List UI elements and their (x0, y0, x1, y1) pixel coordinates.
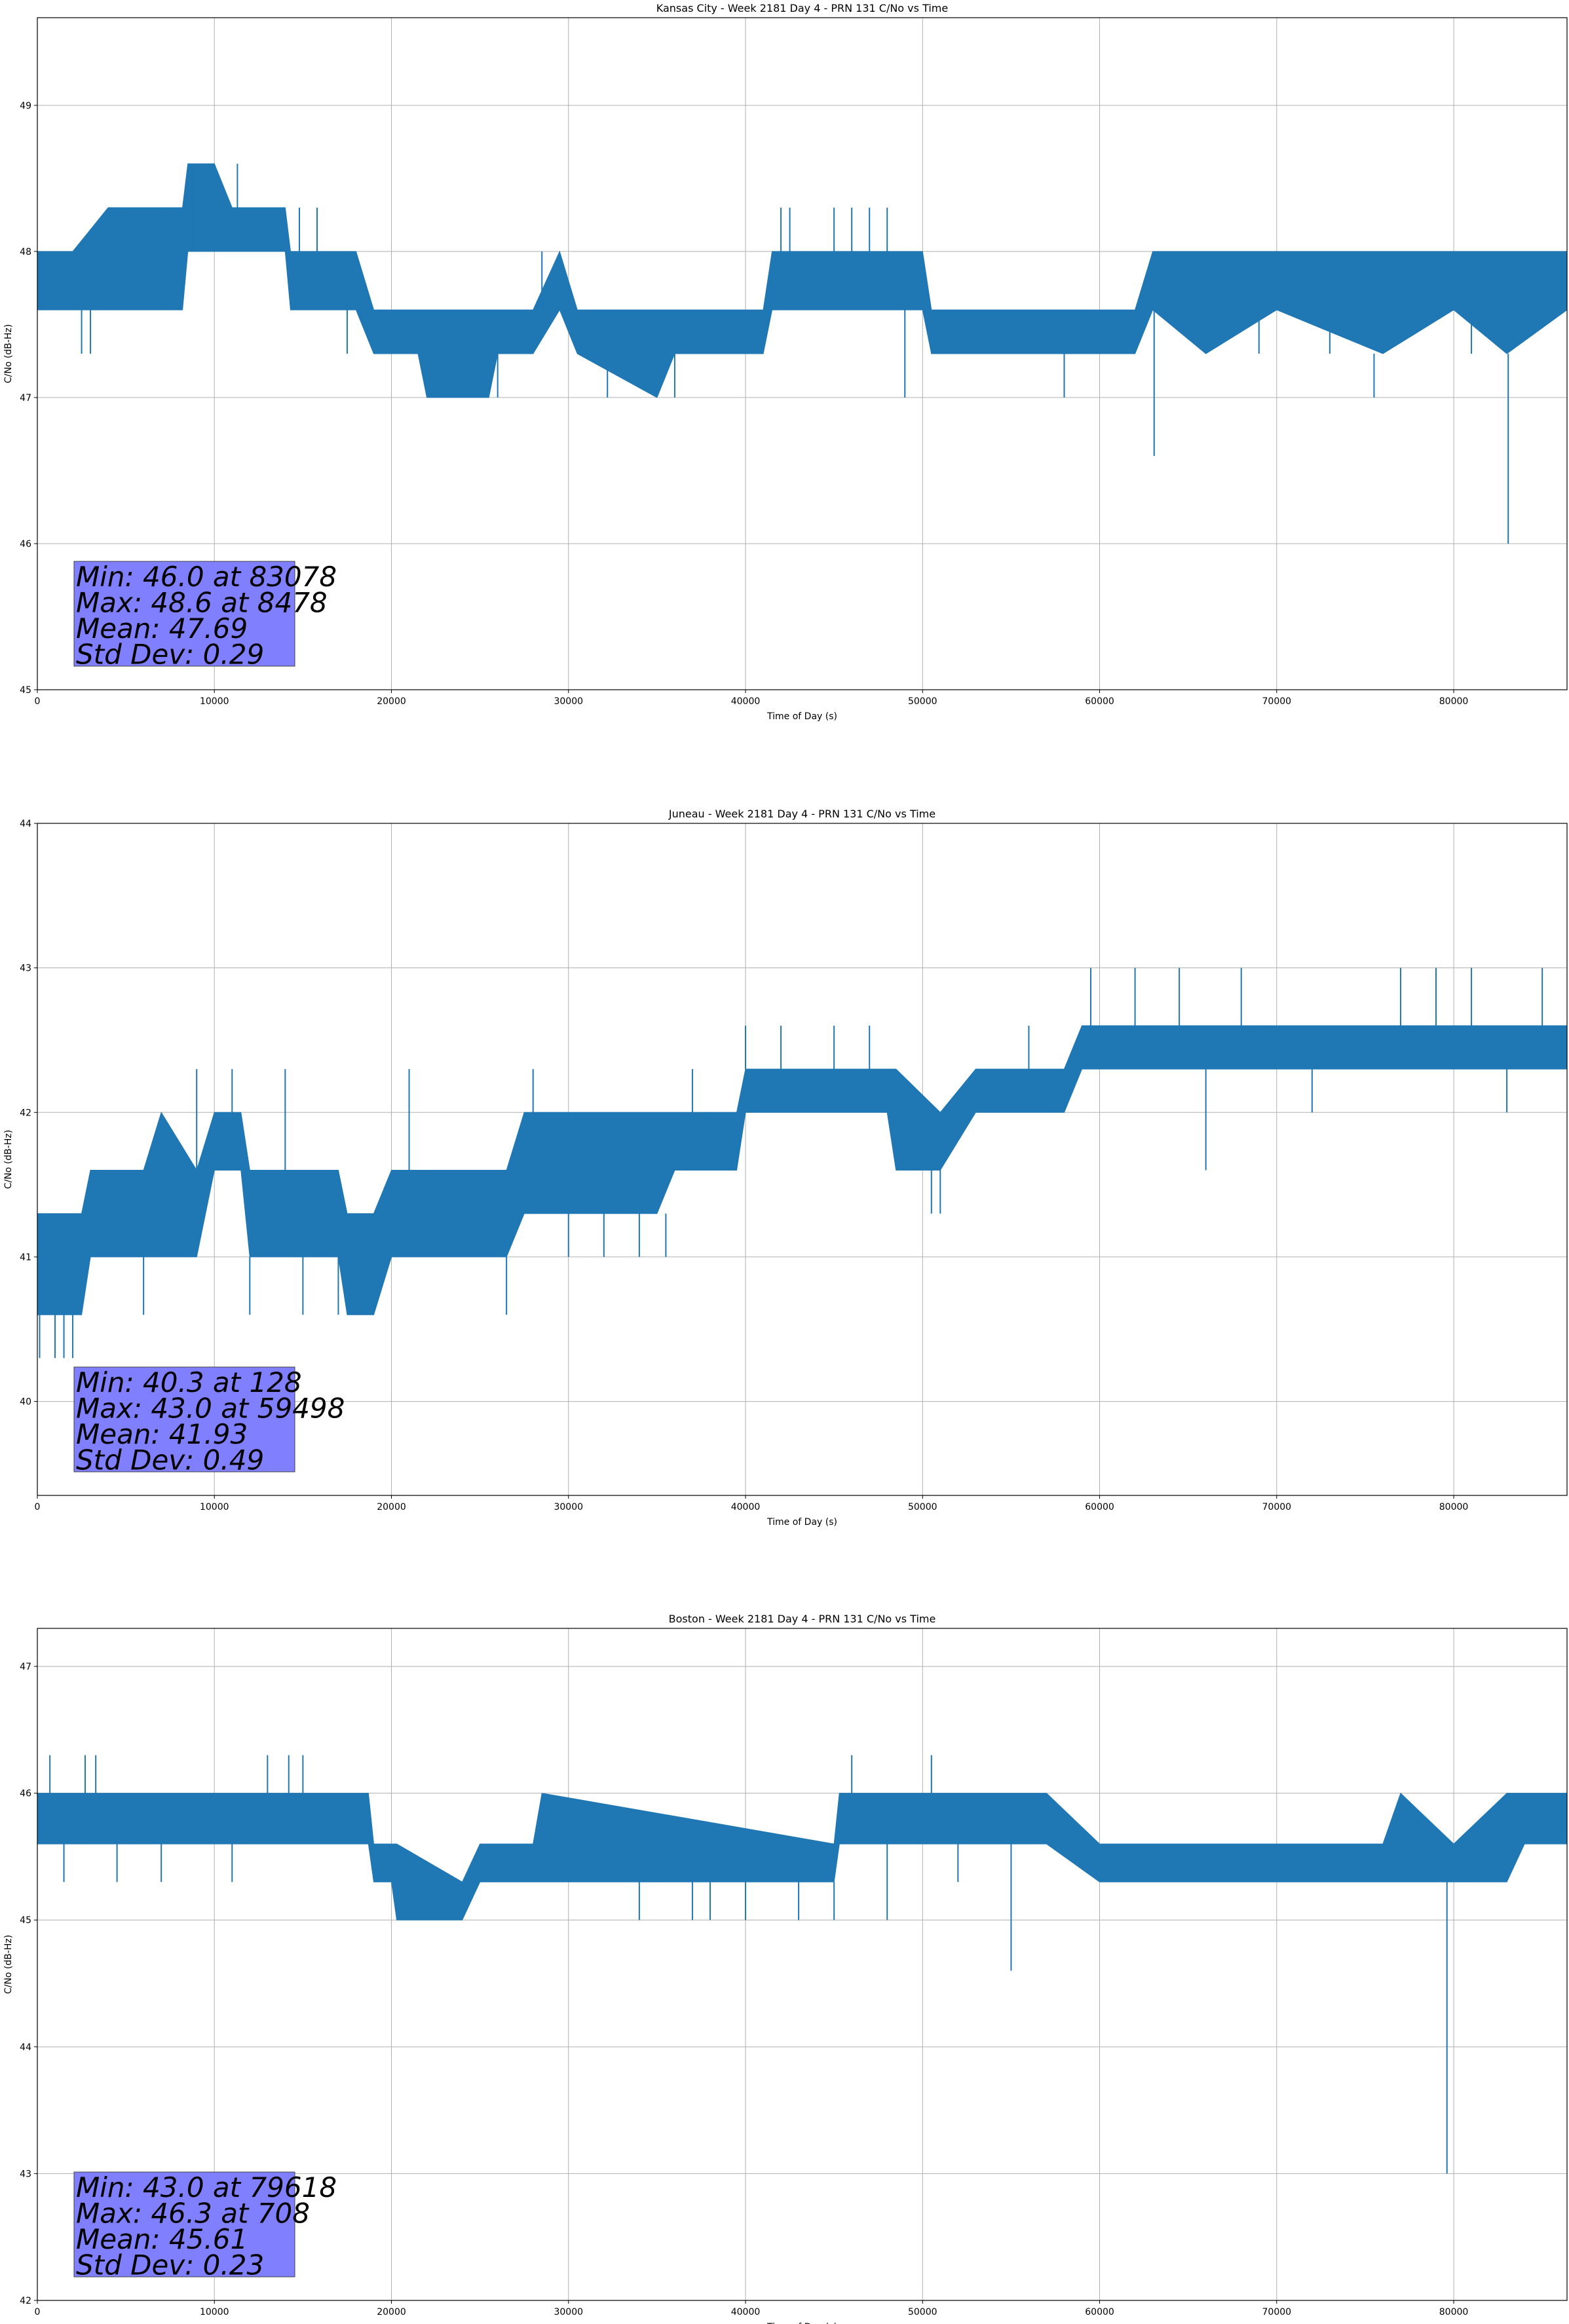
x-tick-label: 50000 (908, 1502, 937, 1512)
x-tick-label: 10000 (200, 1502, 229, 1512)
x-tick-label: 70000 (1262, 696, 1292, 707)
stats-line: Std Dev: 0.49 (76, 1444, 264, 1476)
y-tick-label: 48 (20, 247, 31, 257)
y-tick-label: 45 (20, 1915, 31, 1926)
y-tick-label: 42 (20, 2296, 31, 2306)
series-band (37, 1025, 1568, 1315)
x-axis-label: Time of Day (s) (766, 1517, 837, 1527)
y-tick-label: 42 (20, 1108, 31, 1118)
y-axis-label: C/No (dB-Hz) (3, 324, 14, 383)
stats-line: Max: 46.3 at 708 (76, 2198, 310, 2230)
y-tick-label: 44 (20, 2042, 31, 2053)
stats-line: Std Dev: 0.29 (76, 639, 264, 671)
x-tick-label: 40000 (731, 2307, 761, 2317)
stats-box (73, 561, 295, 667)
x-tick-label: 60000 (1085, 2307, 1114, 2317)
stats-line: Min: 43.0 at 79618 (76, 2171, 337, 2203)
stats-line: Max: 43.0 at 59498 (76, 1393, 345, 1425)
x-tick-label: 20000 (377, 2307, 406, 2317)
y-tick-label: 41 (20, 1252, 31, 1263)
x-tick-label: 10000 (200, 2307, 229, 2317)
x-tick-label: 60000 (1085, 696, 1114, 707)
x-tick-label: 50000 (908, 696, 937, 707)
y-tick-label: 40 (20, 1397, 31, 1408)
chart-panel-kansas-city: 0 10000 20000 30000 40000 50000 60000 70000 8000… (3, 2, 1568, 722)
x-tick-label: 40000 (731, 696, 761, 707)
x-tick-label: 30000 (554, 696, 583, 707)
x-tick-label: 0 (35, 1502, 41, 1512)
x-tick-label: 20000 (377, 1502, 406, 1512)
x-tick-label: 0 (35, 2307, 41, 2317)
axes-frame (37, 823, 1568, 1496)
x-tick-label: 50000 (908, 2307, 937, 2317)
chart-panel-juneau: 0 10000 20000 30000 40000 50000 60000 70000 8000… (3, 808, 1568, 1527)
chart-panel-boston: 0 10000 20000 30000 40000 50000 60000 70000 8000… (3, 1613, 1568, 2324)
x-tick-label: 40000 (731, 1502, 761, 1512)
stats-line: Min: 46.0 at 83078 (76, 561, 337, 593)
y-tick-label: 45 (20, 685, 31, 696)
x-axis-label: Time of Day (s) (766, 711, 837, 722)
stats-line: Min: 40.3 at 128 (76, 1366, 302, 1398)
x-tick-label: 70000 (1262, 1502, 1292, 1512)
chart-title: Boston - Week 2181 Day 4 - PRN 131 C/No … (669, 1613, 936, 1625)
y-tick-label: 46 (20, 539, 31, 550)
y-tick-label: 44 (20, 819, 31, 829)
chart-title: Juneau - Week 2181 Day 4 - PRN 131 C/No … (668, 808, 936, 820)
series-band (37, 163, 1568, 398)
x-axis-label: Time of Day (s) (766, 2322, 837, 2324)
stats-box (73, 2171, 295, 2277)
stats-line: Mean: 47.69 (76, 612, 248, 645)
x-tick-label: 20000 (377, 696, 406, 707)
x-tick-label: 80000 (1439, 1502, 1469, 1512)
x-tick-label: 30000 (554, 2307, 583, 2317)
x-tick-label: 30000 (554, 1502, 583, 1512)
axes-frame (37, 17, 1568, 690)
chart-title: Kansas City - Week 2181 Day 4 - PRN 131 … (656, 2, 948, 14)
x-tick-label: 60000 (1085, 1502, 1114, 1512)
axes-frame (37, 1628, 1568, 2301)
y-tick-label: 47 (20, 393, 31, 403)
series-band (37, 1792, 1568, 1921)
y-tick-label: 46 (20, 1789, 31, 1799)
x-tick-label: 0 (35, 696, 41, 707)
stats-line: Mean: 41.93 (76, 1418, 248, 1450)
x-tick-label: 80000 (1439, 2307, 1469, 2317)
x-tick-label: 80000 (1439, 696, 1469, 707)
x-tick-label: 10000 (200, 696, 229, 707)
y-tick-label: 43 (20, 964, 31, 974)
y-axis-label: C/No (dB-Hz) (3, 1130, 14, 1189)
y-tick-label: 47 (20, 1662, 31, 1672)
stats-line: Std Dev: 0.23 (76, 2249, 264, 2281)
stats-line: Max: 48.6 at 8478 (76, 587, 328, 619)
y-tick-label: 43 (20, 2169, 31, 2179)
y-tick-label: 49 (20, 101, 31, 111)
y-axis-label: C/No (dB-Hz) (3, 1935, 14, 1994)
stats-line: Mean: 45.61 (76, 2223, 248, 2255)
x-tick-label: 70000 (1262, 2307, 1292, 2317)
stats-box (73, 1366, 295, 1472)
